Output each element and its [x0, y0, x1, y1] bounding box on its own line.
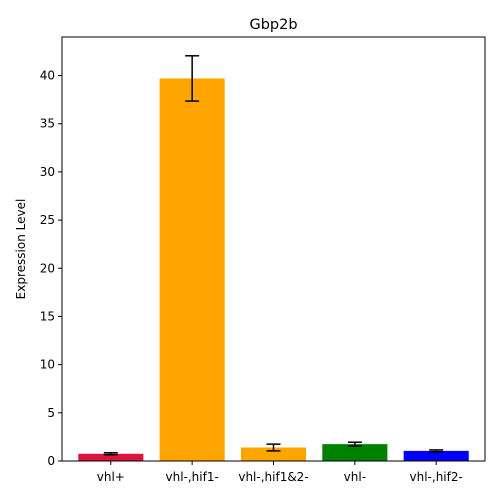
y-tick-label-6: 30	[40, 165, 55, 179]
bar-3	[322, 444, 388, 461]
y-tick-label-5: 25	[40, 213, 55, 227]
plot-frame	[61, 36, 486, 462]
y-tick-label-3: 15	[40, 309, 55, 323]
bars-group	[78, 78, 469, 461]
x-tick-label-0: vhl+	[97, 470, 125, 484]
x-tick-label-2: vhl-,hif1&2-	[238, 470, 308, 484]
bar-0	[78, 453, 144, 461]
x-tick-label-1: vhl-,hif1-	[165, 470, 218, 484]
bar-2	[240, 447, 307, 461]
x-tick-label-4: vhl-,hif2-	[410, 470, 463, 484]
y-tick-label-2: 10	[40, 358, 55, 372]
y-tick-label-0: 0	[47, 454, 55, 468]
bar-1	[159, 78, 225, 461]
y-axis: 0 5 10 15 20 25 30 35 40	[40, 69, 62, 468]
error-bars-group	[103, 55, 444, 456]
y-tick-label-4: 20	[40, 261, 55, 275]
x-axis: vhl+ vhl-,hif1- vhl-,hif1&2- vhl-vhl-,hif2-	[97, 461, 463, 484]
x-tick-label-3: vhl-	[344, 470, 366, 484]
y-tick-label-7: 35	[40, 117, 55, 131]
y-tick-label-1: 5	[47, 406, 55, 420]
bar-4	[403, 450, 469, 461]
chart-title: Gbp2b	[249, 17, 297, 33]
y-axis-label: Expression Level	[14, 199, 28, 300]
y-tick-label-8: 40	[40, 69, 55, 83]
